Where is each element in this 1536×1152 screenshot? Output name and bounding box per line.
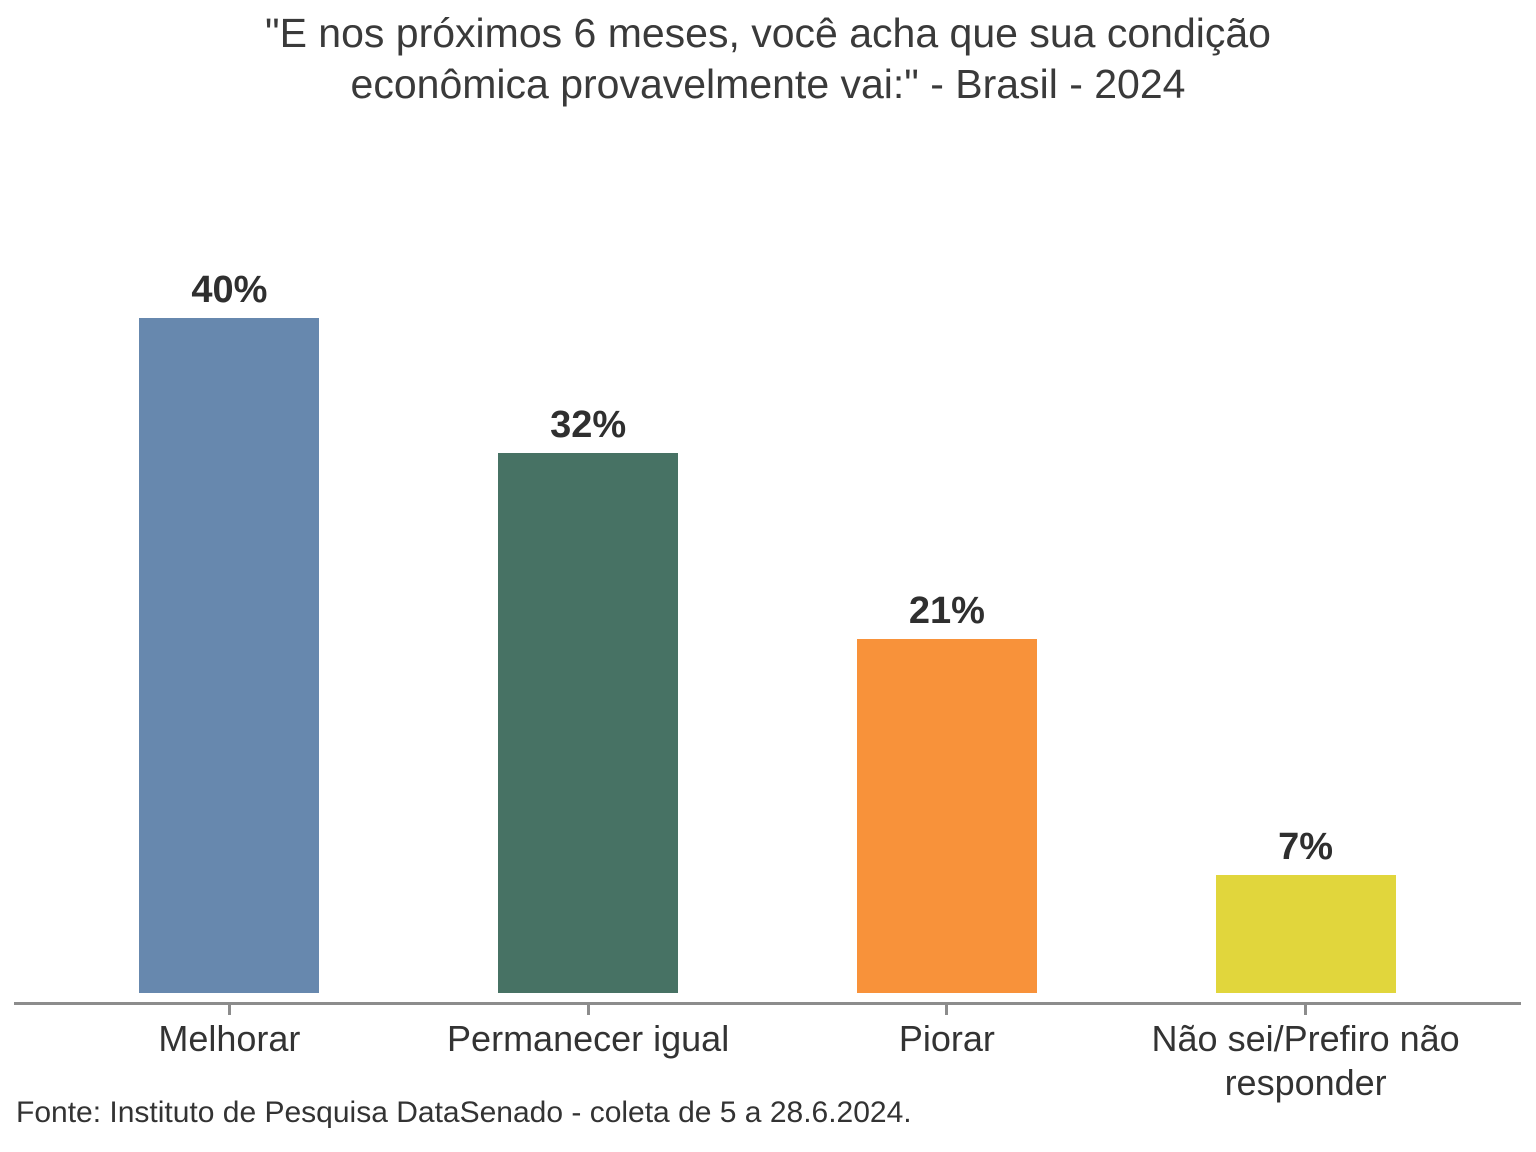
axis-tick: [586, 1005, 590, 1015]
axis-label-column: Melhorar: [50, 1005, 409, 1105]
source-note: Fonte: Instituto de Pesquisa DataSenado …: [16, 1096, 912, 1129]
chart-title: "E nos próximos 6 meses, você acha que s…: [0, 8, 1536, 110]
category-label: Permanecer igual: [447, 1018, 730, 1059]
chart-title-line1: "E nos próximos 6 meses, você acha que s…: [265, 10, 1271, 56]
bar: [498, 453, 679, 993]
x-axis-labels: Melhorar Permanecer igual Piorar Não sei/Pr…: [50, 1005, 1485, 1105]
bar: [856, 638, 1037, 993]
bar-column: 32%: [409, 404, 768, 993]
bar-column: 40%: [50, 269, 409, 993]
bar: [139, 318, 320, 993]
axis-label-column: Piorar: [768, 1005, 1127, 1105]
category-label: Não sei/Prefiro não responder: [1151, 1018, 1460, 1103]
plot-area: 40% 32% 21% 7%: [14, 0, 1521, 993]
axis-label-column: Não sei/Prefiro não responder: [1126, 1005, 1485, 1105]
bar: [1215, 874, 1396, 993]
axis-tick: [1304, 1005, 1308, 1015]
axis-tick: [945, 1005, 949, 1015]
bar-value-label: 32%: [550, 404, 627, 446]
category-label: Piorar: [898, 1018, 995, 1059]
chart-title-line2: econômica provavelmente vai:" - Brasil -…: [350, 61, 1186, 107]
category-label: Melhorar: [158, 1018, 301, 1059]
bar-value-label: 21%: [908, 589, 985, 632]
bars-row: 40% 32% 21% 7%: [50, 0, 1485, 993]
axis-tick: [227, 1005, 231, 1015]
bar-column: 7%: [1126, 826, 1485, 993]
bar-column: 21%: [768, 590, 1127, 993]
axis-label-column: Permanecer igual: [409, 1005, 768, 1105]
bar-value-label: 7%: [1278, 825, 1334, 868]
bar-value-label: 40%: [191, 269, 268, 311]
x-axis-line: [14, 1002, 1521, 1005]
